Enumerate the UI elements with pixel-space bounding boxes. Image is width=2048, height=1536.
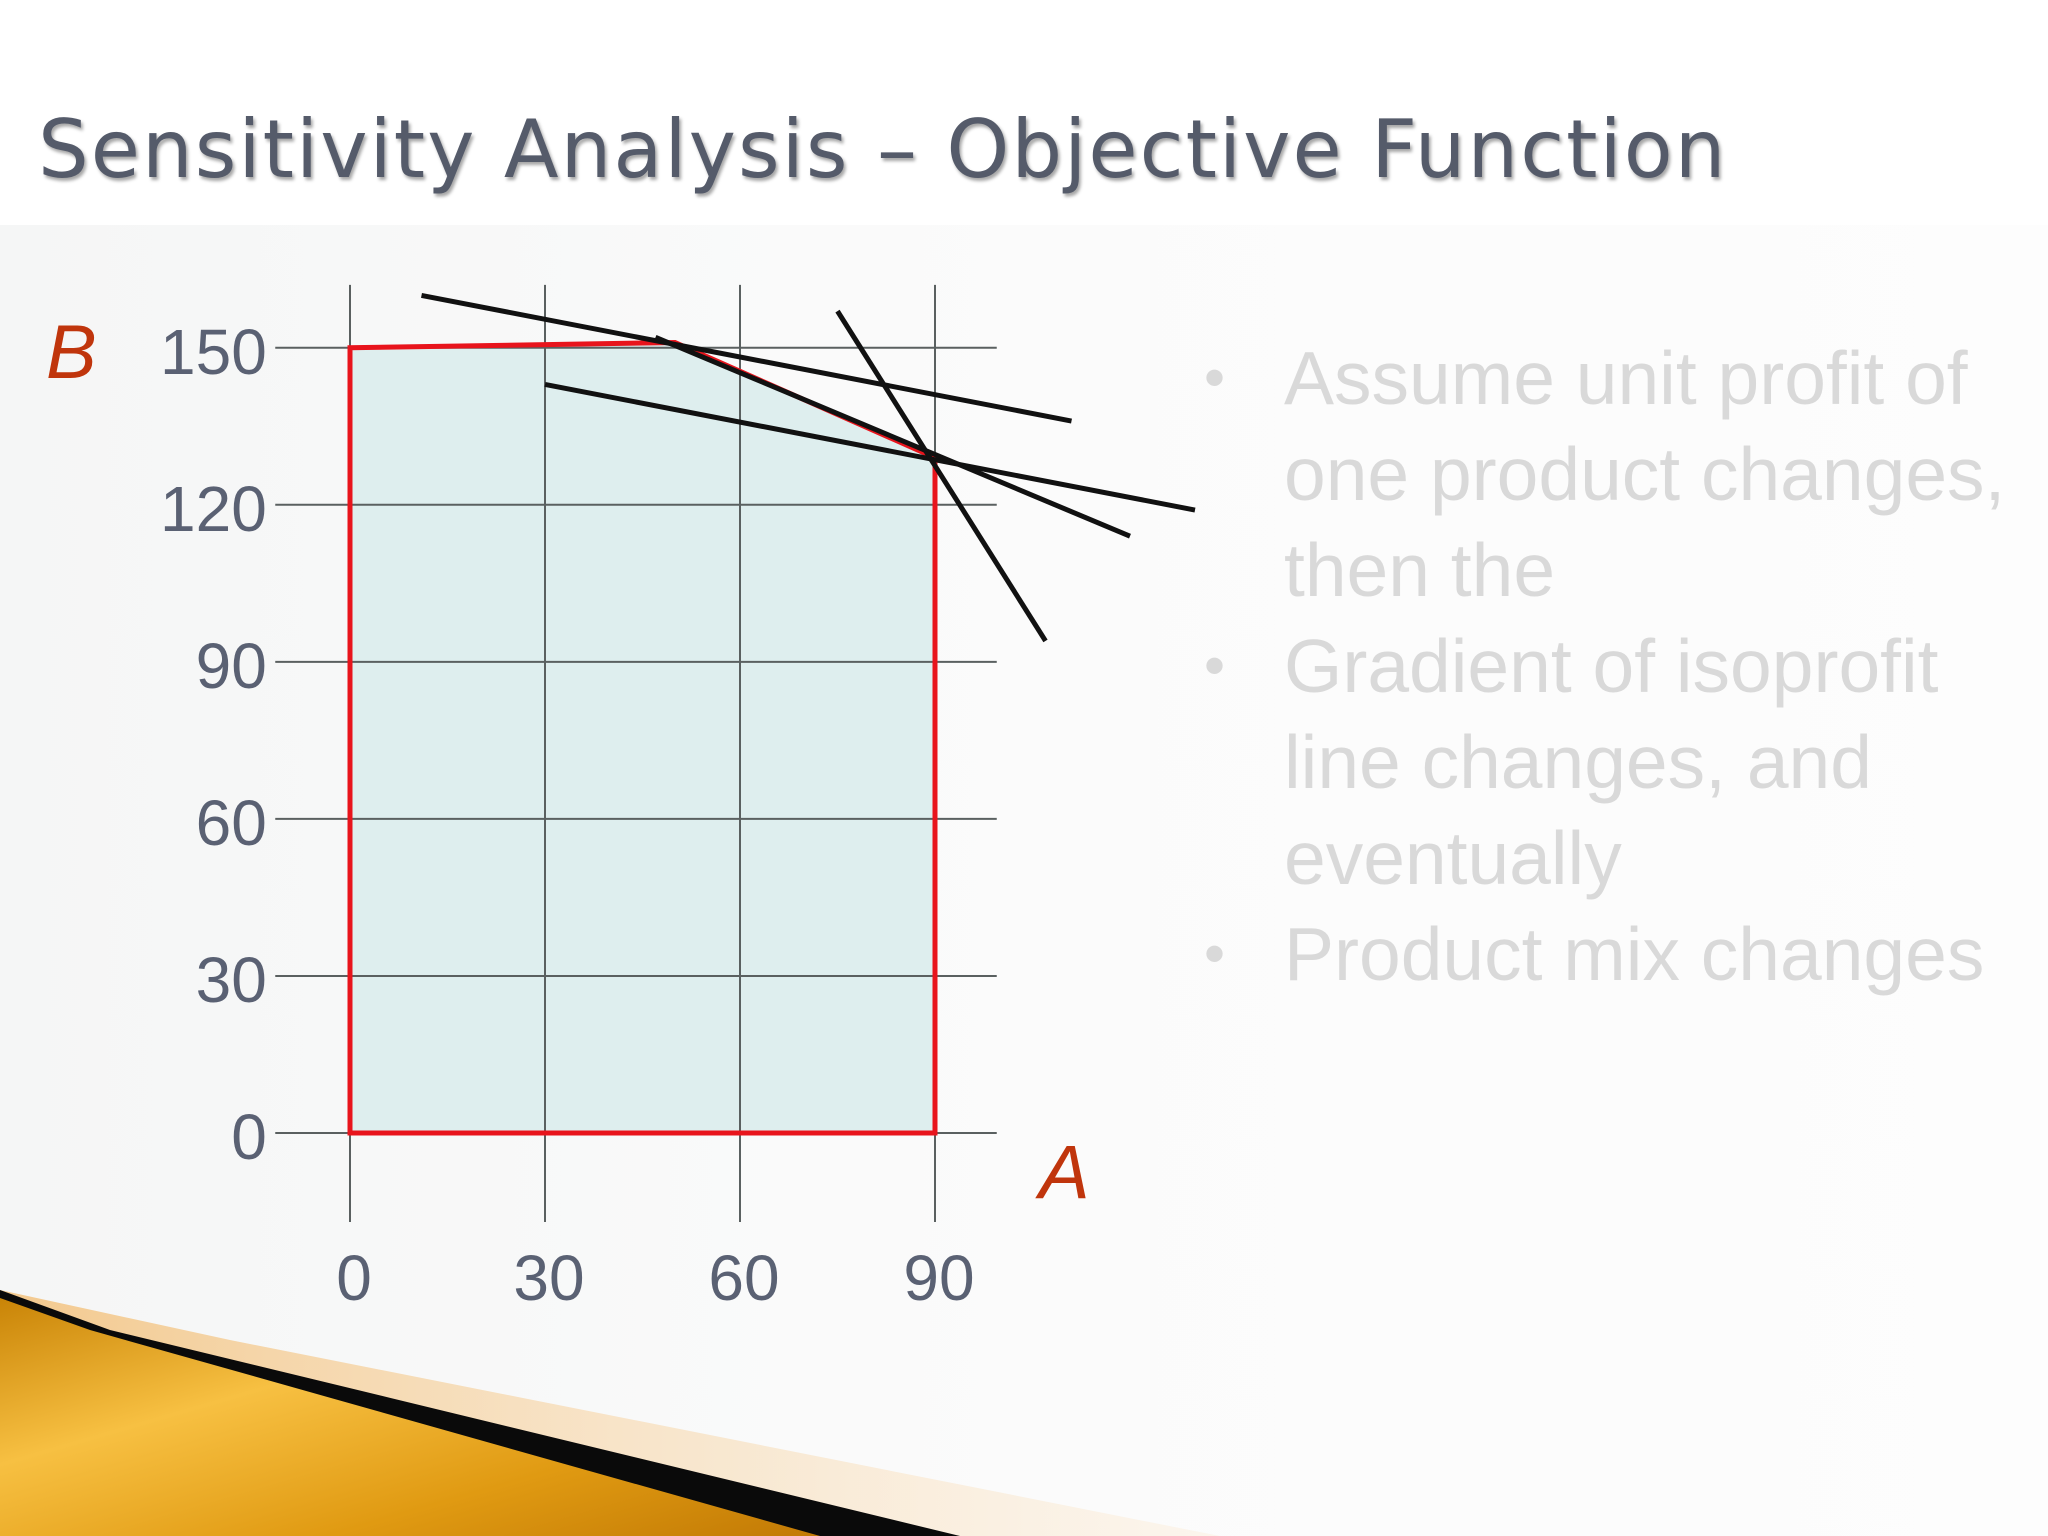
y-tick-label-90: 90 <box>196 630 267 702</box>
isoprofit-line-4 <box>835 309 1048 643</box>
bullet-text: Product mix changes <box>1284 912 1985 996</box>
y-tick-label-0: 0 <box>231 1101 267 1173</box>
x-tick-label-60: 60 <box>708 1242 779 1314</box>
x-tick-label-0: 0 <box>336 1242 372 1314</box>
y-tick-label-120: 120 <box>160 473 267 545</box>
y-tick-label-150: 150 <box>160 316 267 388</box>
content-background <box>0 225 2048 1536</box>
swoosh-gold <box>0 1298 820 1536</box>
isoprofit-line-2 <box>544 381 1196 513</box>
x-tick-label-30: 30 <box>513 1242 584 1314</box>
bullet-dot-icon: • <box>1204 920 1226 987</box>
bullet-item: • Product mix changes <box>1200 906 2030 1002</box>
feasible-region-fill <box>350 342 935 1133</box>
isoprofit-line-3 <box>654 334 1131 539</box>
slide-title: Sensitivity Analysis – Objective Functio… <box>38 103 1728 196</box>
bullet-item: • Gradient of isoprofit line changes, and… <box>1200 618 2030 906</box>
y-tick-label-60: 60 <box>196 787 267 859</box>
decorative-corner-swoosh <box>0 1290 1220 1536</box>
x-axis-label: A <box>1035 1130 1090 1215</box>
bullet-dot-icon: • <box>1204 632 1226 699</box>
bullet-dot-icon: • <box>1204 344 1226 411</box>
y-tick-label-30: 30 <box>196 944 267 1016</box>
bullet-text: Gradient of isoprofit line changes, and … <box>1284 624 1939 900</box>
bullet-list: • Assume unit profit of one product chang… <box>1200 330 2030 1002</box>
x-tick-label-90: 90 <box>903 1242 974 1314</box>
isoprofit-line-1 <box>421 292 1072 424</box>
bullet-text: Assume unit profit of one product change… <box>1284 336 2006 612</box>
y-axis-label: B <box>46 310 97 395</box>
bullet-item: • Assume unit profit of one product chang… <box>1200 330 2030 618</box>
